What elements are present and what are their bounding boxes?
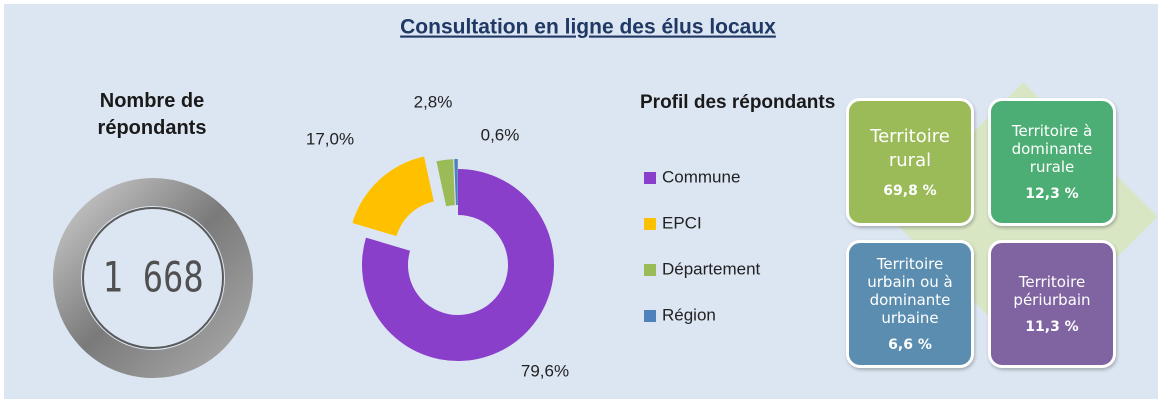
tile-value: 11,3 % [1025, 319, 1079, 335]
legend-label: EPCI [662, 213, 702, 232]
donut-slice [352, 156, 434, 237]
data-label: 17,0% [306, 129, 354, 148]
legend-label: Commune [662, 167, 740, 186]
donut-slice [436, 159, 455, 207]
page-title: Consultation en ligne des élus locaux [400, 16, 776, 39]
legend-swatch [644, 172, 656, 184]
respondent-label: Nombre de répondants [97, 90, 207, 139]
territory-tile: Territoire urbain ou à dominante urbaine… [846, 240, 974, 368]
tile-value: 12,3 % [1025, 186, 1079, 202]
data-label: 79,6% [521, 361, 569, 380]
legend-swatch [644, 218, 656, 230]
donut-slice [362, 169, 554, 361]
tile-label: Territoire rural [870, 126, 950, 171]
legend-label: Département [662, 259, 761, 278]
data-label: 0,6% [481, 125, 520, 144]
respondent-count: 1 668 [102, 253, 203, 302]
territory-tile: Territoire rural 69,8 % [846, 98, 974, 226]
legend-swatch [644, 310, 656, 322]
tile-value: 69,8 % [883, 183, 937, 199]
territory-tile: Territoire à dominante rurale 12,3 % [988, 98, 1116, 226]
tile-label: Territoire périurbain [1013, 273, 1091, 309]
counter-ring [53, 178, 253, 378]
donut-slice [454, 159, 458, 206]
legend-swatch [644, 264, 656, 276]
counter-ring-inner [82, 207, 224, 349]
chart-title: Profil des répondants [640, 92, 835, 113]
tile-label: Territoire à dominante rurale [1011, 122, 1093, 176]
tile-label: Territoire urbain ou à dominante urbaine [867, 255, 953, 327]
data-label: 2,8% [414, 92, 453, 111]
tile-value: 6,6 % [888, 337, 932, 353]
territory-tile: Territoire périurbain 11,3 % [988, 240, 1116, 368]
legend-label: Région [662, 305, 716, 324]
